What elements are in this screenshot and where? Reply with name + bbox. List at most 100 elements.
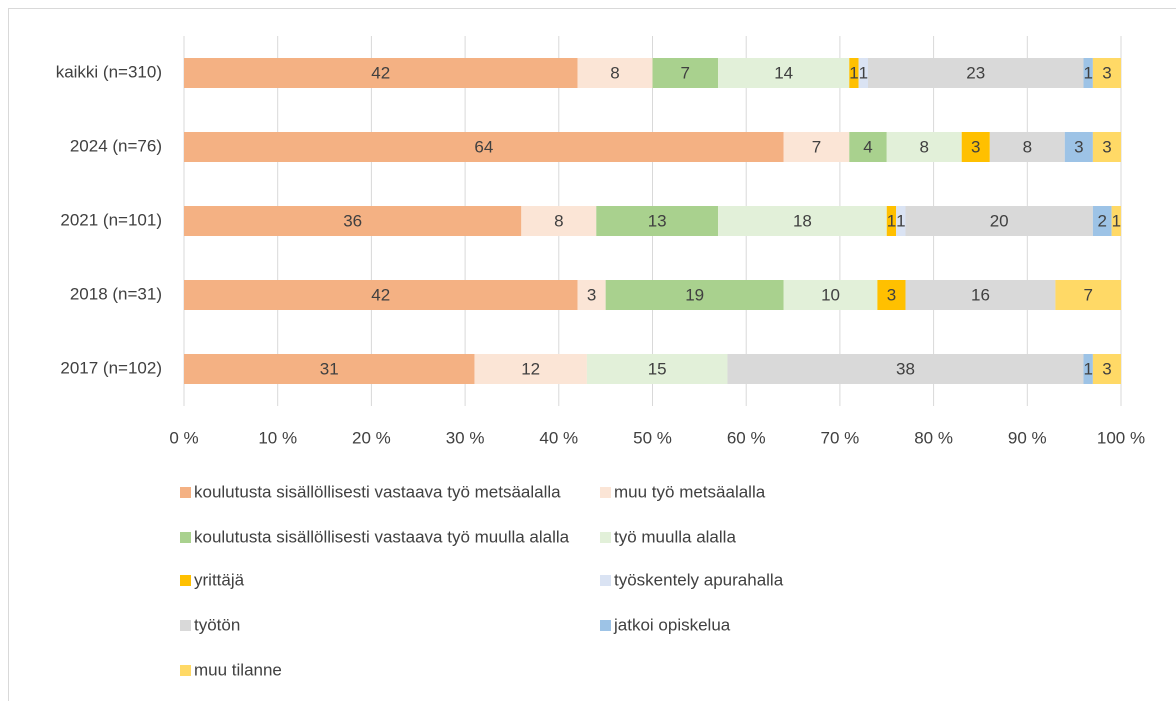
- y-tick-label: 2018 (n=31): [70, 284, 162, 303]
- y-tick-label: 2017 (n=102): [60, 358, 162, 377]
- bar-segment: [849, 132, 887, 162]
- y-tick-label: 2024 (n=76): [70, 136, 162, 155]
- legend-swatch: [180, 620, 191, 631]
- data-label: 8: [554, 211, 563, 230]
- data-label: 2: [1098, 211, 1107, 230]
- bar-segment: [1092, 132, 1121, 162]
- legend-label: työ muulla alalla: [614, 527, 736, 546]
- data-label: 3: [1102, 63, 1111, 82]
- data-label: 42: [371, 63, 390, 82]
- bar-segment: [718, 58, 850, 88]
- bar-segment: [868, 58, 1084, 88]
- x-tick-label: 100 %: [1097, 428, 1145, 447]
- x-tick-label: 80 %: [914, 428, 953, 447]
- legend-label: työtön: [194, 615, 240, 634]
- data-label: 1: [1083, 359, 1092, 378]
- data-label: 8: [610, 63, 619, 82]
- bar-segment: [1083, 58, 1093, 88]
- legend-label: työskentely apurahalla: [614, 570, 784, 589]
- data-label: 18: [793, 211, 812, 230]
- legend-label: muu tilanne: [194, 660, 282, 679]
- data-label: 1: [1083, 63, 1092, 82]
- bar-segment: [184, 280, 578, 310]
- data-label: 23: [966, 63, 985, 82]
- x-tick-label: 10 %: [258, 428, 297, 447]
- legend-swatch: [180, 665, 191, 676]
- legend-label: koulutusta sisällöllisesti vastaava työ …: [194, 482, 561, 501]
- data-label: 3: [1102, 359, 1111, 378]
- data-label: 16: [971, 285, 990, 304]
- data-label: 1: [1112, 211, 1121, 230]
- bar-segment: [474, 354, 587, 384]
- bar-segment: [905, 206, 1093, 236]
- data-label: 19: [685, 285, 704, 304]
- data-label: 14: [774, 63, 793, 82]
- bar-segment: [1092, 58, 1121, 88]
- data-label: 3: [1102, 137, 1111, 156]
- data-label: 64: [474, 137, 493, 156]
- bar-segment: [989, 132, 1065, 162]
- data-label: 8: [1023, 137, 1032, 156]
- bar-segment: [718, 206, 887, 236]
- bar-segment: [783, 280, 878, 310]
- y-tick-label: 2021 (n=101): [60, 210, 162, 229]
- data-label: 8: [919, 137, 928, 156]
- bar-segment: [886, 206, 897, 236]
- x-tick-label: 20 %: [352, 428, 391, 447]
- bar-segment: [1092, 354, 1121, 384]
- legend-swatch: [600, 532, 611, 543]
- x-tick-label: 60 %: [727, 428, 766, 447]
- bar-segment: [577, 58, 653, 88]
- data-label: 13: [648, 211, 667, 230]
- bar-segment: [577, 280, 606, 310]
- bar-segment: [961, 132, 990, 162]
- bar-segment: [896, 206, 906, 236]
- bar-segment: [184, 132, 784, 162]
- bar-segment: [858, 58, 869, 88]
- y-tick-label: kaikki (n=310): [56, 62, 162, 81]
- bar-segment: [605, 280, 784, 310]
- data-label: 1: [849, 63, 858, 82]
- bar-segment: [1064, 132, 1093, 162]
- bar-segment: [586, 354, 728, 384]
- legend-label: yrittäjä: [194, 570, 245, 589]
- data-label: 3: [971, 137, 980, 156]
- data-label: 15: [648, 359, 667, 378]
- data-label: 3: [1074, 137, 1083, 156]
- x-tick-label: 70 %: [821, 428, 860, 447]
- legend-label: jatkoi opiskelua: [613, 615, 731, 634]
- bar-segment: [184, 58, 578, 88]
- data-label: 12: [521, 359, 540, 378]
- bar-segment: [905, 280, 1056, 310]
- legend-label: koulutusta sisällöllisesti vastaava työ …: [194, 527, 570, 546]
- legend-swatch: [600, 575, 611, 586]
- bar-segment: [184, 354, 475, 384]
- x-tick-label: 30 %: [446, 428, 485, 447]
- data-label: 3: [587, 285, 596, 304]
- legend-label: muu työ metsäalalla: [614, 482, 766, 501]
- bar-segment: [1111, 206, 1121, 236]
- chart-frame: [8, 8, 1176, 701]
- x-tick-label: 40 %: [539, 428, 578, 447]
- bar-segment: [652, 58, 719, 88]
- legend-swatch: [180, 487, 191, 498]
- data-label: 1: [887, 211, 896, 230]
- legend-swatch: [600, 487, 611, 498]
- data-label: 20: [990, 211, 1009, 230]
- bar-segment: [727, 354, 1084, 384]
- data-label: 1: [859, 63, 868, 82]
- bar-segment: [1083, 354, 1093, 384]
- bar-segment: [596, 206, 719, 236]
- data-label: 38: [896, 359, 915, 378]
- legend-swatch: [180, 532, 191, 543]
- bar-segment: [849, 58, 859, 88]
- legend-swatch: [180, 575, 191, 586]
- bar-segment: [783, 132, 850, 162]
- data-label: 3: [887, 285, 896, 304]
- x-tick-label: 50 %: [633, 428, 672, 447]
- bar-segment: [886, 132, 962, 162]
- bar-segment: [184, 206, 522, 236]
- data-label: 36: [343, 211, 362, 230]
- x-tick-label: 90 %: [1008, 428, 1047, 447]
